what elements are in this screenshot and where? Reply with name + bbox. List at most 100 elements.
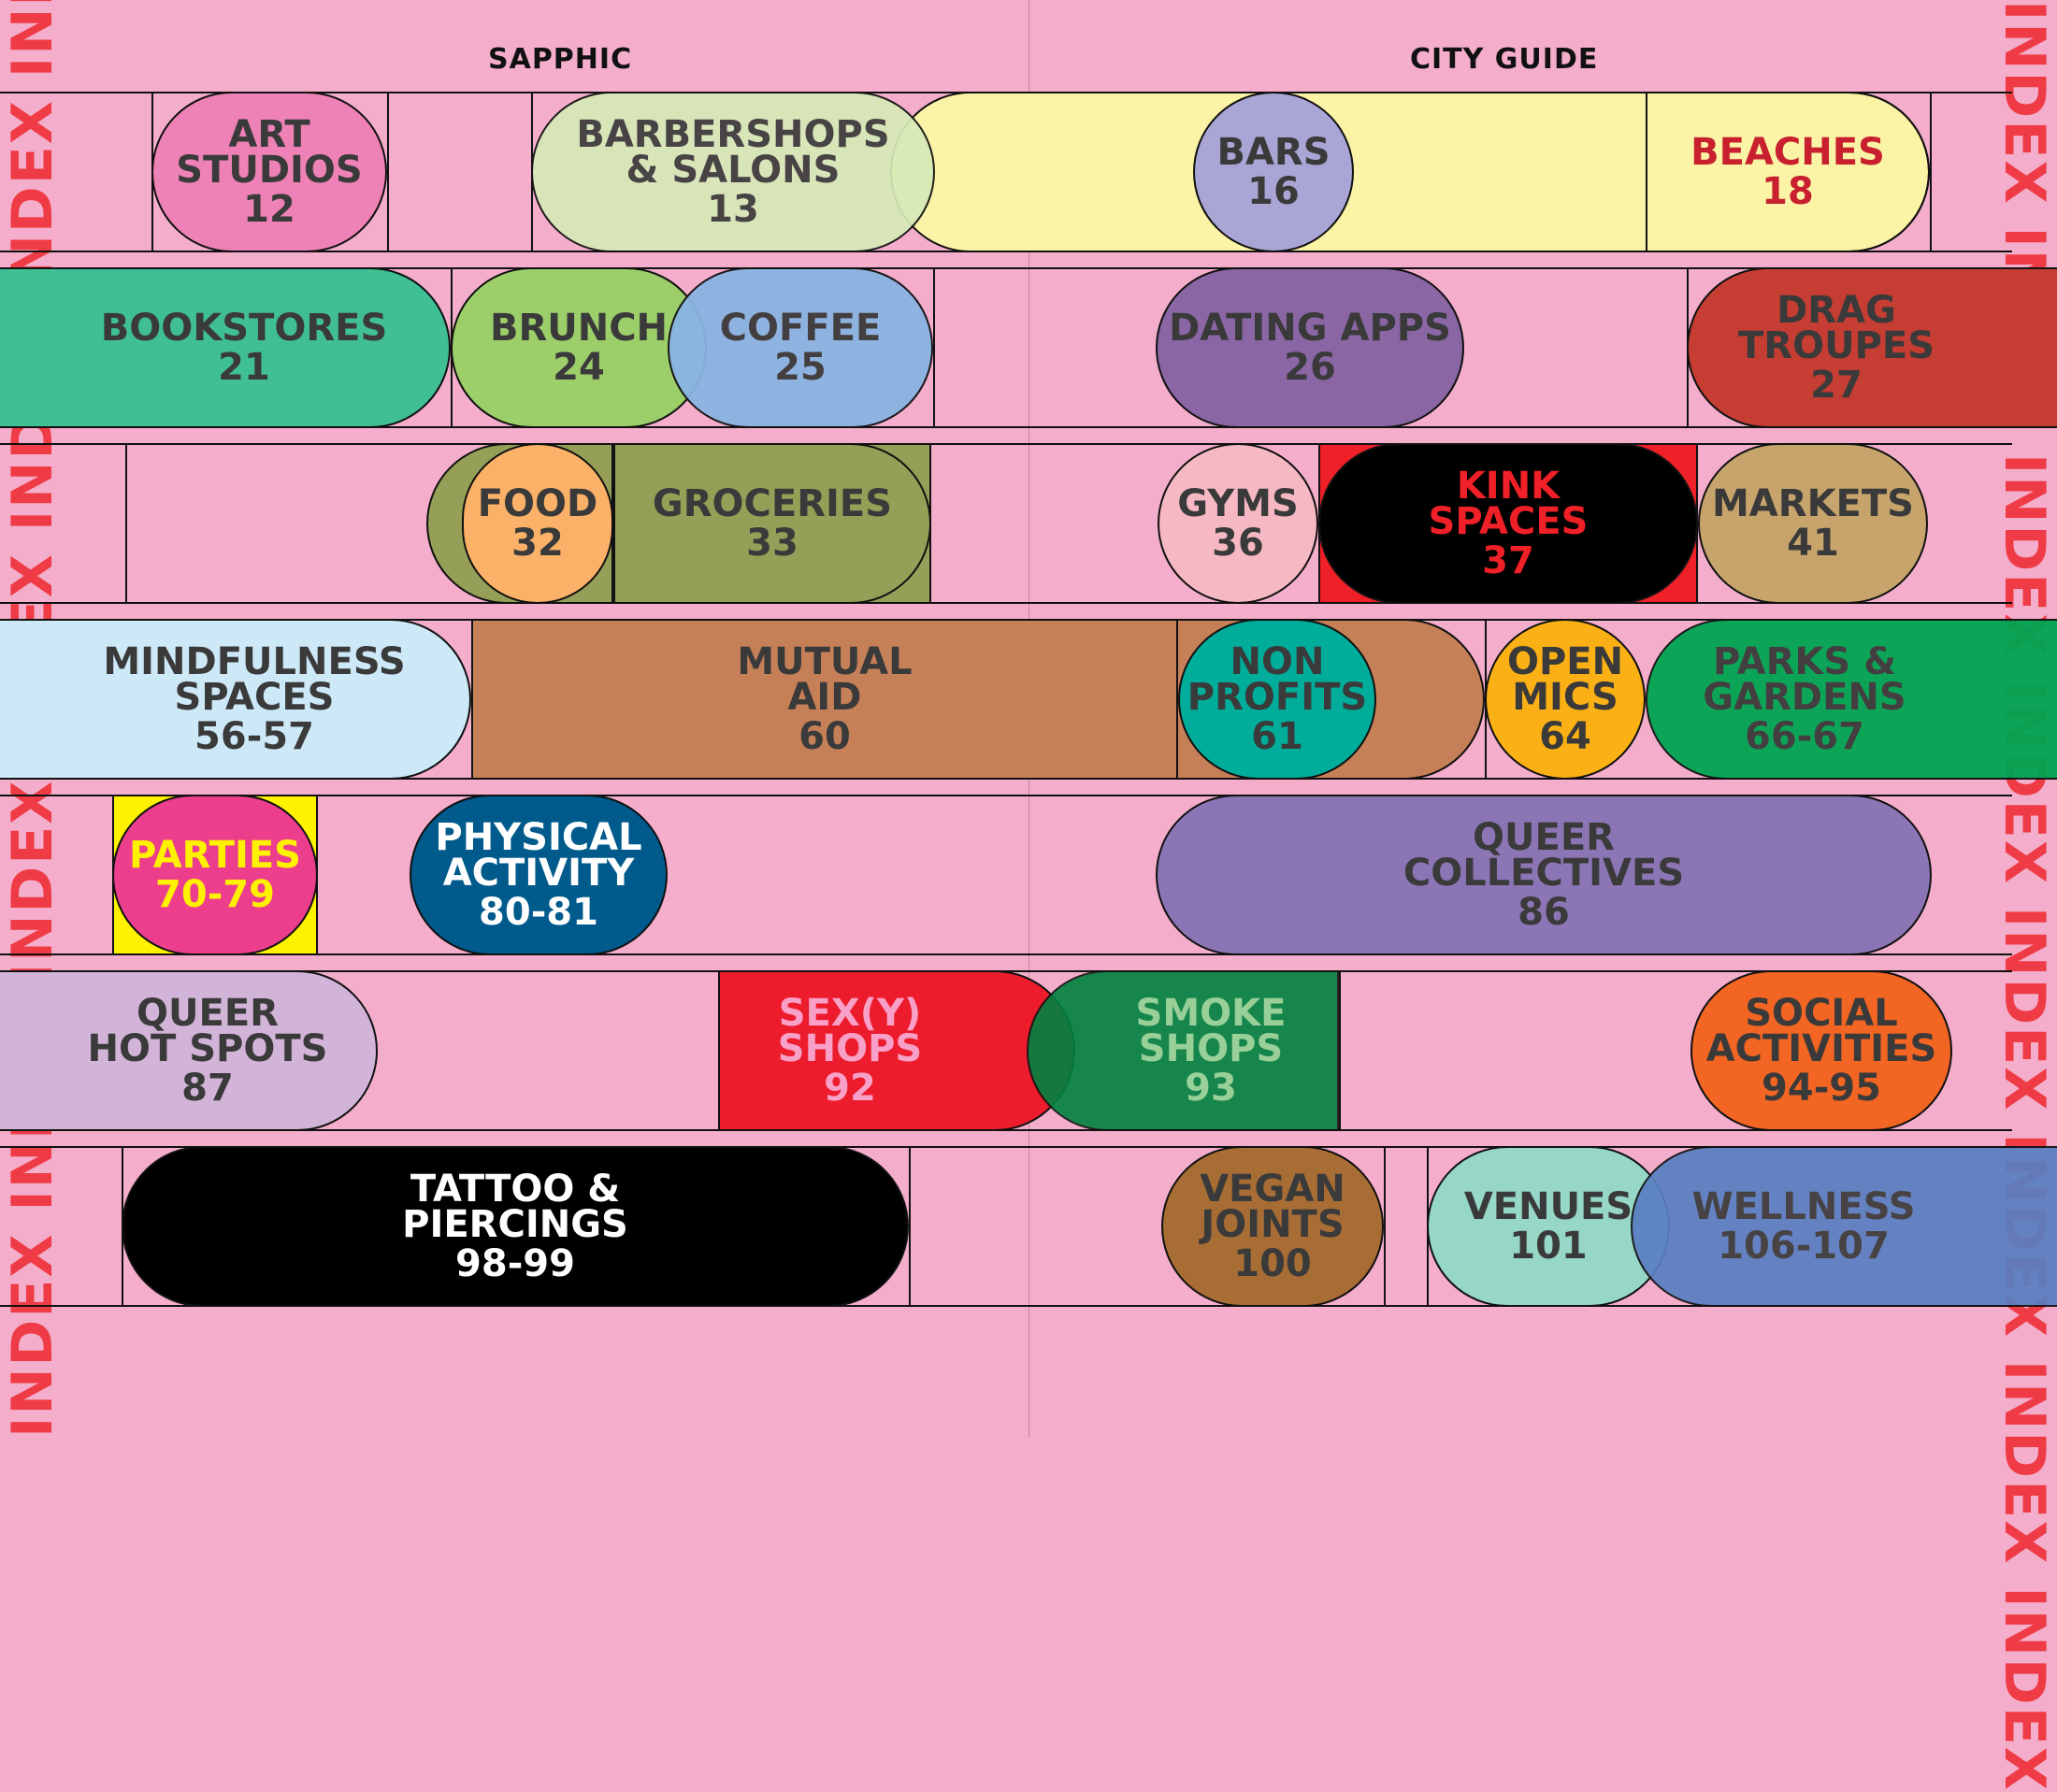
index-entry-tattoo-piercings[interactable]: TATTOO & PIERCINGS 98-99 (122, 1146, 909, 1307)
entry-label: QUEER HOT SPOTS (87, 992, 328, 1070)
entry-pages: 70-79 (155, 873, 275, 916)
entry-pages: 56-57 (194, 715, 314, 758)
entry-label: BOOKSTORES (100, 307, 388, 350)
row-rule (0, 602, 2012, 604)
mutual-aid-box (471, 619, 1178, 780)
entry-label: SEX(Y) SHOPS (777, 992, 923, 1070)
index-entry-beaches[interactable]: BEACHES 18 (1646, 92, 1930, 252)
entry-pages: 36 (1212, 522, 1264, 565)
entry-pages: 27 (1810, 364, 1863, 407)
entry-label: GYMS (1177, 482, 1299, 525)
index-entry-barbershops-salons[interactable]: BARBERSHOPS & SALONS 13 (531, 92, 935, 252)
row-rule (0, 443, 2012, 445)
entry-pages: 13 (707, 188, 759, 231)
entry-label: GROCERIES (652, 482, 893, 525)
entry-label: VEGAN JOINTS (1200, 1168, 1345, 1246)
index-entry-parks-gardens[interactable]: PARKS & GARDENS 66-67 (1646, 619, 2057, 780)
index-entry-bookstores[interactable]: BOOKSTORES 21 (0, 267, 451, 428)
entry-label: BEACHES (1690, 131, 1885, 174)
index-entry-drag-troupes[interactable]: DRAG TROUPES 27 (1687, 267, 2057, 428)
entry-label: SOCIAL ACTIVITIES (1705, 992, 1937, 1070)
row-rule (0, 267, 2012, 269)
index-entry-art-studios[interactable]: ART STUDIOS 12 (151, 92, 387, 252)
index-entry-sexy-shops[interactable]: SEX(Y) SHOPS 92 (718, 970, 1075, 1131)
index-entry-brunch[interactable]: BRUNCH 24 (451, 267, 707, 428)
entry-pages: 21 (218, 346, 270, 389)
row-rule (0, 426, 2012, 428)
entry-label: MARKETS (1712, 482, 1914, 525)
index-entry-dating-apps[interactable]: DATING APPS 26 (1156, 267, 1464, 428)
entry-pages: 64 (1539, 715, 1591, 758)
grid-line (1930, 92, 1932, 252)
index-entry-bars[interactable]: BARS 16 (1193, 92, 1354, 252)
index-entry-non-profits[interactable]: NON PROFITS 61 (1178, 619, 1376, 780)
index-entry-social-activities[interactable]: SOCIAL ACTIVITIES 94-95 (1690, 970, 1952, 1131)
entry-label: OPEN MICS (1506, 640, 1624, 719)
header-right-title: CITY GUIDE (1410, 43, 1599, 76)
entry-label: MINDFULNESS SPACES (103, 640, 406, 719)
entry-pages: 16 (1247, 170, 1300, 213)
row-rule (0, 795, 2012, 796)
grid-line (387, 92, 389, 252)
row-rule (0, 1305, 2012, 1307)
grid-line (1339, 970, 1341, 1131)
entry-label: TATTOO & PIERCINGS (402, 1168, 628, 1246)
entry-label: SMOKE SHOPS (1135, 992, 1287, 1070)
index-entry-kink-spaces[interactable]: KINK SPACES 37 (1318, 443, 1698, 604)
entry-label: PARKS & GARDENS (1703, 640, 1906, 719)
entry-pages: 33 (746, 522, 798, 565)
entry-label: QUEER COLLECTIVES (1402, 816, 1685, 895)
entry-pages: 94-95 (1762, 1067, 1881, 1110)
entry-pages: 98-99 (455, 1242, 575, 1285)
index-entry-queer-hot-spots[interactable]: QUEER HOT SPOTS 87 (0, 970, 378, 1131)
entry-label: COFFEE (719, 307, 882, 350)
index-entry-food[interactable]: FOOD 32 (462, 443, 613, 604)
index-entry-gyms[interactable]: GYMS 36 (1158, 443, 1318, 604)
index-entry-wellness[interactable]: WELLNESS 106-107 (1631, 1146, 2057, 1307)
grid-line (1384, 1146, 1386, 1307)
grid-line (125, 443, 127, 604)
entry-label: NON PROFITS (1187, 640, 1368, 719)
entry-pages: 92 (824, 1067, 876, 1110)
entry-pages: 80-81 (479, 891, 598, 934)
index-entry-mutual-aid[interactable]: MUTUAL AID 60 (471, 619, 1178, 780)
entry-pages: 24 (553, 346, 605, 389)
index-entry-markets[interactable]: MARKETS 41 (1698, 443, 1928, 604)
entry-label: KINK SPACES (1428, 465, 1589, 543)
entry-pages: 100 (1233, 1242, 1312, 1285)
entry-label: WELLNESS (1691, 1185, 1916, 1228)
entry-label: PARTIES (129, 834, 301, 877)
index-entry-mindfulness-spaces[interactable]: MINDFULNESS SPACES 56-57 (0, 619, 471, 780)
row-rule (0, 1146, 2012, 1148)
index-entry-queer-collectives[interactable]: QUEER COLLECTIVES 86 (1156, 795, 1932, 955)
entry-pages: 12 (243, 188, 295, 231)
entry-label: DRAG TROUPES (1737, 289, 1935, 367)
entry-pages: 101 (1509, 1225, 1588, 1268)
entry-label: FOOD (477, 482, 598, 525)
index-entry-groceries[interactable]: GROCERIES 33 (613, 443, 931, 604)
entry-pages: 41 (1787, 522, 1839, 565)
index-entry-coffee[interactable]: COFFEE 25 (668, 267, 933, 428)
index-entry-venues[interactable]: VENUES 101 (1427, 1146, 1670, 1307)
header-left-title: SAPPHIC (488, 43, 633, 76)
entry-pages: 60 (798, 715, 851, 758)
entry-label: BRUNCH (489, 307, 669, 350)
entry-pages: 37 (1482, 539, 1534, 582)
entry-pages: 66-67 (1745, 715, 1864, 758)
index-entry-vegan-joints[interactable]: VEGAN JOINTS 100 (1161, 1146, 1384, 1307)
index-entry-physical-activity[interactable]: PHYSICAL ACTIVITY 80-81 (410, 795, 668, 955)
entry-pages: 87 (181, 1067, 234, 1110)
index-entry-open-mics[interactable]: OPEN MICS 64 (1485, 619, 1646, 780)
index-entry-smoke-shops[interactable]: SMOKE SHOPS 93 (1027, 970, 1339, 1131)
index-entry-parties[interactable]: PARTIES 70-79 (112, 795, 318, 955)
entry-label: BARS (1216, 131, 1331, 174)
entry-pages: 25 (774, 346, 827, 389)
entry-label: BARBERSHOPS & SALONS (576, 113, 890, 192)
grid-line (909, 1146, 911, 1307)
entry-pages: 61 (1251, 715, 1303, 758)
entry-label: ART STUDIOS (176, 113, 363, 192)
entry-pages: 86 (1518, 891, 1570, 934)
entry-pages: 26 (1284, 346, 1336, 389)
entry-pages: 106-107 (1718, 1225, 1890, 1268)
